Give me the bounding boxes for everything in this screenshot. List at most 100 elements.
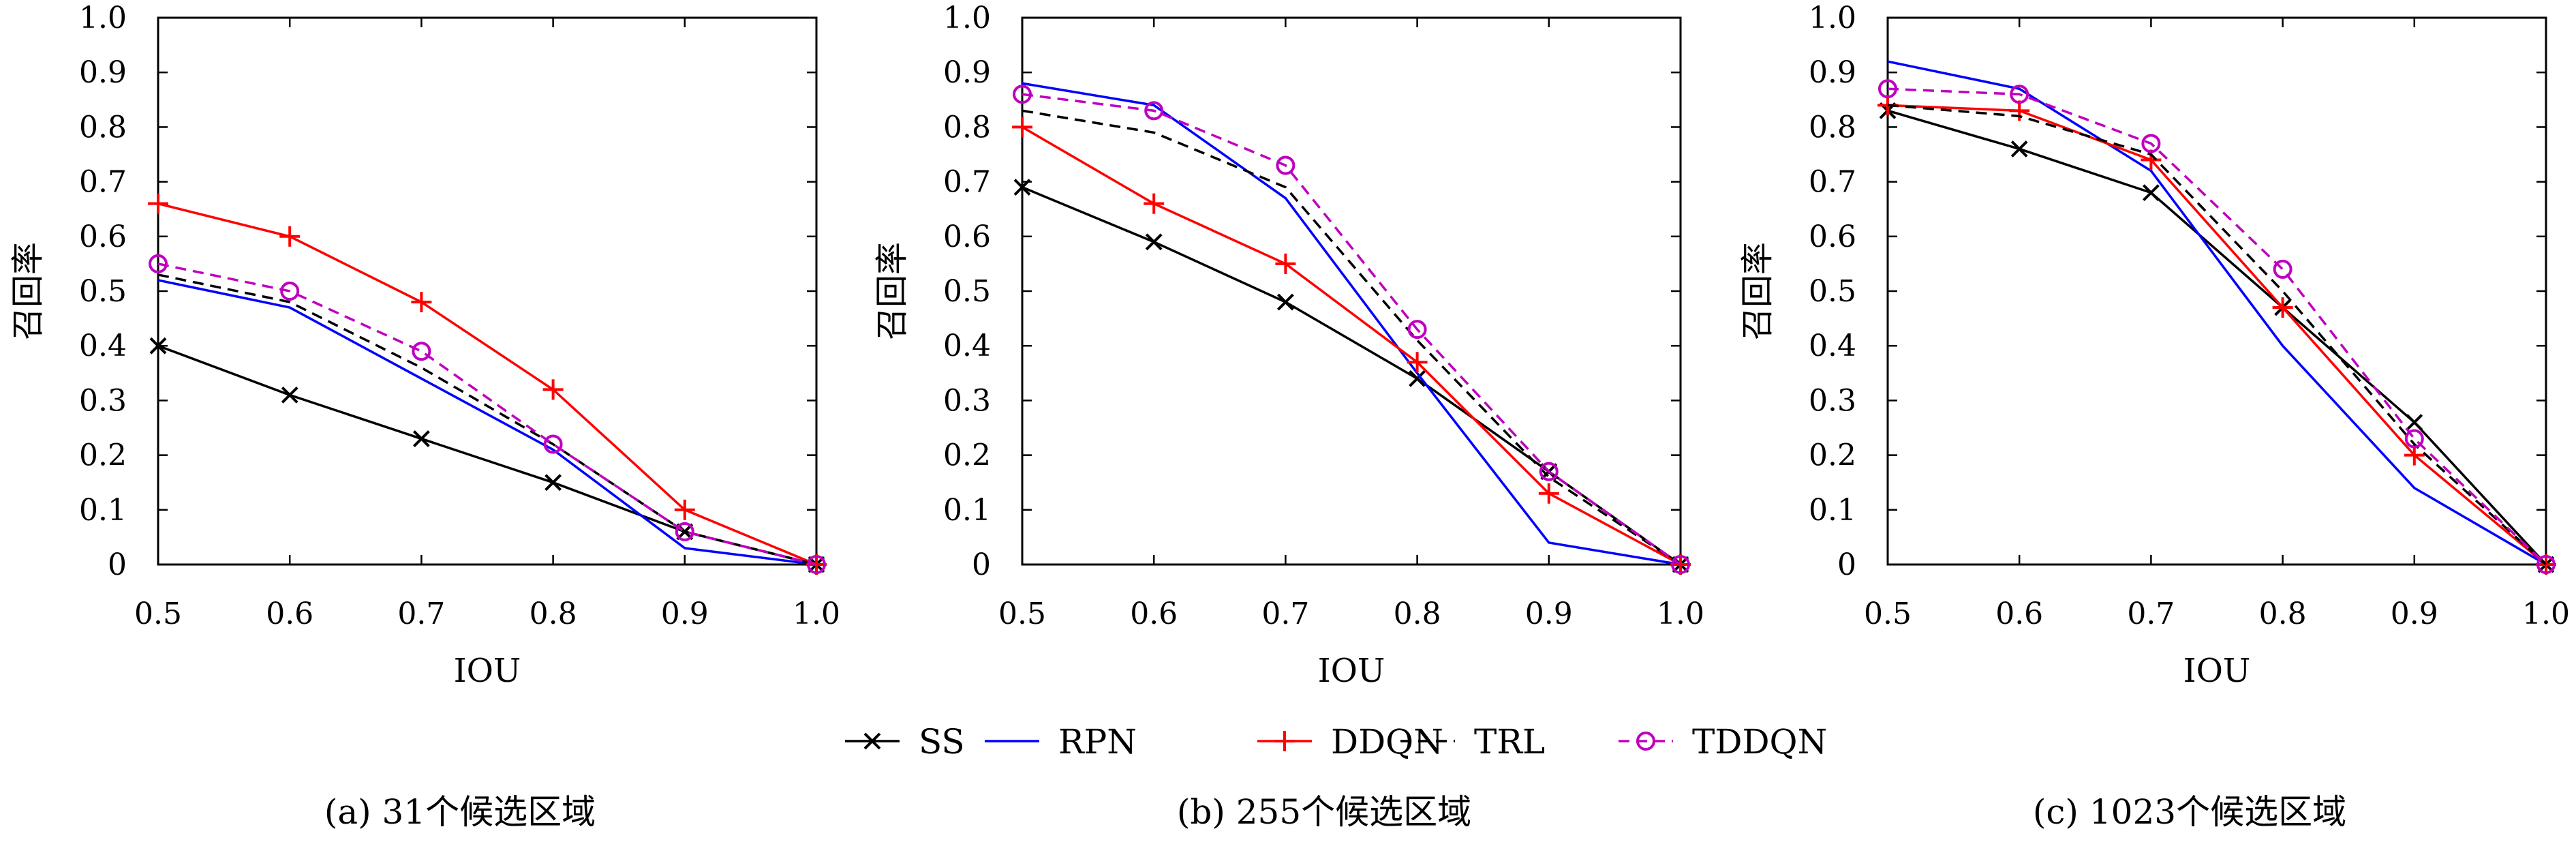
- x-tick-label: 0.7: [397, 597, 445, 631]
- data-point-tddqn: [1013, 85, 1032, 104]
- series-trl: [1022, 109, 1681, 566]
- data-point-ss: [1145, 233, 1163, 251]
- series-line-ddqn: [1887, 104, 2547, 566]
- y-tick-label: 0.3: [943, 383, 991, 418]
- series-line-rpn: [1887, 60, 2547, 566]
- x-tick-label: 0.7: [1261, 597, 1309, 631]
- series-line-ddqn: [157, 202, 817, 566]
- x-tick-label: 0.7: [2127, 597, 2175, 631]
- x-axis-label: IOU: [1318, 652, 1385, 690]
- series-tddqn: [1013, 85, 1690, 574]
- data-point-tddqn: [807, 555, 826, 574]
- series-tddqn: [149, 254, 826, 574]
- series-ddqn: [1877, 95, 2556, 575]
- y-tick-label: 1.0: [79, 1, 127, 35]
- x-tick-label: 0.6: [1995, 597, 2043, 631]
- data-point-ddqn: [1012, 117, 1032, 138]
- y-tick-label: 1.0: [1809, 1, 1856, 35]
- y-tick-label: 0: [1837, 547, 1856, 582]
- y-axis-label: 召回率: [873, 242, 911, 340]
- y-tick-label: 0.8: [943, 110, 991, 145]
- legend: SS RPN DDQN TRL TDDQN: [845, 722, 1827, 762]
- data-point-ss: [281, 386, 298, 404]
- legend-entry-ss: SS: [845, 722, 965, 762]
- y-tick-label: 0.2: [79, 438, 127, 473]
- x-tick-label: 0.5: [1864, 597, 1912, 631]
- y-tick-label: 0.1: [943, 493, 991, 528]
- y-tick-label: 0.6: [943, 220, 991, 254]
- data-point-ss: [2406, 414, 2423, 431]
- y-tick-label: 0.8: [79, 110, 127, 145]
- series-line-ss: [1887, 109, 2547, 566]
- data-point-ddqn: [1275, 253, 1296, 274]
- series-trl: [1887, 104, 2547, 566]
- data-point-ddqn: [2141, 149, 2162, 170]
- data-point-ddqn: [1144, 193, 1165, 214]
- series-line-rpn: [1022, 82, 1681, 566]
- y-tick-label: 0.6: [79, 220, 127, 254]
- x-tick-label: 0.6: [1130, 597, 1178, 631]
- y-tick-label: 0.4: [79, 329, 127, 363]
- y-axis-label: 召回率: [9, 242, 47, 340]
- x-tick-label: 0.6: [266, 597, 313, 631]
- y-axis-label: 召回率: [1738, 242, 1777, 340]
- x-tick-label: 1.0: [1657, 597, 1704, 631]
- data-point-ddqn: [279, 226, 301, 247]
- data-point-tddqn: [412, 342, 431, 361]
- panel-caption: (c) 1023个候选区域: [2033, 792, 2346, 832]
- series-ddqn: [1012, 117, 1691, 575]
- y-tick-label: 1.0: [943, 1, 991, 35]
- y-tick-label: 0.9: [1809, 55, 1856, 90]
- x-tick-label: 0.9: [1525, 597, 1573, 631]
- data-point-tddqn: [1539, 462, 1559, 481]
- y-tick-label: 0.7: [943, 165, 991, 200]
- series-ddqn: [148, 193, 827, 575]
- legend-marker: [1274, 731, 1295, 751]
- y-tick-label: 0.7: [79, 165, 127, 200]
- data-point-tddqn: [1144, 101, 1164, 121]
- x-tick-label: 0.5: [134, 597, 182, 631]
- x-tick-label: 0.9: [661, 597, 709, 631]
- series-line-tddqn: [1887, 87, 2547, 566]
- data-point-ddqn: [674, 499, 695, 520]
- data-point-tddqn: [2404, 429, 2424, 449]
- y-tick-label: 0: [972, 547, 991, 582]
- y-tick-label: 0.5: [943, 274, 991, 309]
- y-tick-label: 0.4: [1809, 329, 1856, 363]
- chart-panel-1: 0 0.1 0.2 0.3 0.4 0.5 0.6 0.7 0.8 0.9 1.0 0.5 0.6 0.7…: [9, 1, 840, 832]
- data-point-ddqn: [542, 379, 564, 400]
- data-point-ddqn: [1407, 352, 1428, 373]
- y-tick-label: 0.2: [1809, 438, 1856, 473]
- y-tick-label: 0.6: [1809, 220, 1856, 254]
- legend-label: SS: [919, 722, 965, 762]
- data-point-ddqn: [1538, 483, 1559, 504]
- data-point-tddqn: [2141, 134, 2161, 153]
- y-tick-label: 0.5: [79, 274, 127, 309]
- chart-panel-3: 0 0.1 0.2 0.3 0.4 0.5 0.6 0.7 0.8 0.9 1.0 0.5 0.6 0.7…: [1738, 1, 2570, 832]
- data-point-tddqn: [1878, 79, 1897, 99]
- data-point-tddqn: [1407, 320, 1427, 340]
- y-tick-label: 0.4: [943, 329, 991, 363]
- series-line-trl: [1022, 109, 1681, 566]
- legend-marker: [1636, 732, 1655, 751]
- y-tick-label: 0.7: [1809, 165, 1856, 200]
- chart-panel-2: 0 0.1 0.2 0.3 0.4 0.5 0.6 0.7 0.8 0.9 1.0 0.5 0.6 0.7…: [873, 1, 1704, 832]
- legend-entry-trl: TRL: [1400, 722, 1545, 762]
- x-tick-label: 1.0: [2522, 597, 2570, 631]
- legend-label: RPN: [1058, 722, 1137, 762]
- legend-label: TRL: [1474, 722, 1545, 762]
- data-point-tddqn: [149, 254, 168, 273]
- x-tick-label: 0.9: [2391, 597, 2438, 631]
- panel-caption: (b) 255个候选区域: [1177, 792, 1471, 832]
- legend-entry-rpn: RPN: [985, 722, 1137, 762]
- data-point-tddqn: [280, 282, 300, 301]
- data-point-tddqn: [675, 522, 694, 541]
- data-point-tddqn: [1671, 555, 1690, 574]
- x-tick-label: 0.8: [2259, 597, 2307, 631]
- x-tick-label: 0.8: [530, 597, 577, 631]
- data-point-ddqn: [2272, 297, 2293, 318]
- series-trl: [157, 273, 817, 566]
- legend-marker: [863, 732, 881, 750]
- data-point-tddqn: [2536, 555, 2556, 574]
